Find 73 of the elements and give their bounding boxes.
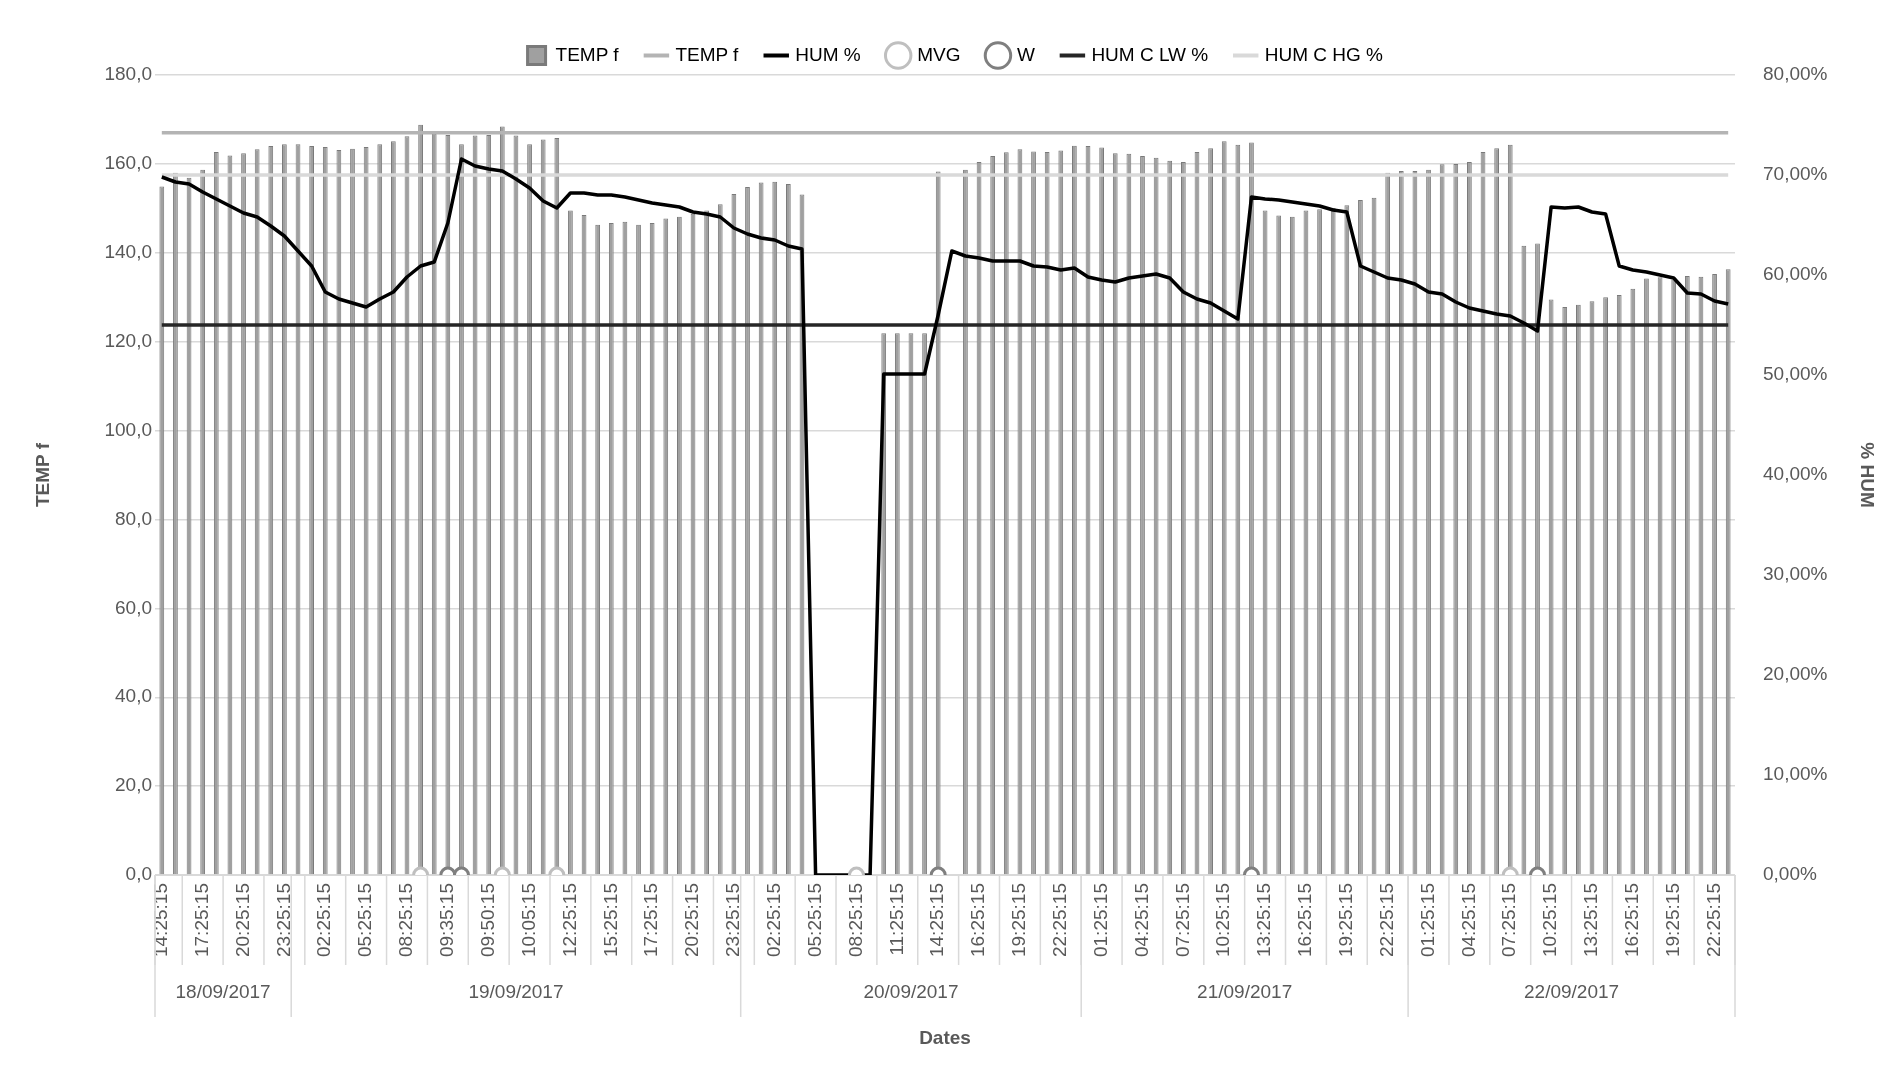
y2-tick-label: 20,00% (1763, 663, 1828, 685)
y2-tick-label: 80,00% (1763, 63, 1828, 85)
y-tick-label: 120,0 (104, 329, 152, 351)
x-tick-label: 11:25:15 (885, 883, 907, 956)
x-tick-label: 12:25:15 (558, 883, 580, 958)
x-tick-label: 07:25:15 (1498, 883, 1520, 958)
y2-tick-label: 60,00% (1763, 263, 1828, 285)
x-tick-label: 05:25:15 (803, 883, 825, 958)
legend-label: TEMP f (675, 43, 740, 65)
x-tick-label: 13:25:15 (1580, 883, 1602, 958)
x-tick-label: 16:25:15 (1294, 883, 1316, 958)
x-tick-label: 22:25:15 (1049, 883, 1071, 958)
x-tick-label: 22:25:15 (1375, 883, 1397, 958)
y-tick-label: 0,0 (125, 863, 152, 885)
x-tick-label: 09:50:15 (476, 883, 498, 958)
x-tick-label: 10:05:15 (517, 883, 539, 958)
x-tick-label: 04:25:15 (1457, 883, 1479, 958)
x-tick-label: 17:25:15 (190, 883, 212, 958)
x-tick-label: 20:25:15 (681, 883, 703, 958)
y2-tick-label: 40,00% (1763, 463, 1828, 485)
x-tick-label: 16:25:15 (967, 883, 989, 958)
x-tick-label: 20:25:15 (231, 883, 253, 958)
x-tick-label: 04:25:15 (1130, 883, 1152, 958)
x-tick-label: 13:25:15 (1253, 883, 1275, 958)
legend-label: W (1016, 43, 1035, 65)
legend-label: HUM % (795, 43, 861, 65)
text: 20/09/2017 (863, 981, 959, 1003)
y-tick-label: 180,0 (104, 63, 152, 85)
y2-tick-label: 10,00% (1763, 763, 1828, 785)
x-tick-label: 10:25:15 (1212, 883, 1234, 958)
legend-label: MVG (917, 43, 961, 65)
x-tick-label: 07:25:15 (1171, 883, 1193, 958)
x-tick-label: 19:25:15 (1008, 883, 1030, 958)
x-tick-label: 22:25:15 (1702, 883, 1724, 958)
x-tick-label: 15:25:15 (599, 883, 621, 958)
x-tick-label: 09:35:15 (436, 883, 458, 958)
legend-label: HUM C LW % (1091, 43, 1209, 65)
x-tick-label: 14:25:15 (926, 883, 948, 958)
y-tick-label: 60,0 (115, 596, 152, 618)
x-tick-label: 23:25:15 (722, 883, 744, 958)
y-tick-label: 20,0 (115, 774, 152, 796)
x-tick-label: 01:25:15 (1416, 883, 1438, 958)
y-tick-label: 160,0 (104, 152, 152, 174)
text: 21/09/2017 (1197, 981, 1293, 1003)
y2-tick-label: 0,00% (1763, 863, 1817, 885)
x-tick-label: 02:25:15 (762, 883, 784, 958)
text: 19/09/2017 (468, 981, 564, 1003)
legend-label: HUM C HG % (1264, 43, 1384, 65)
x-tick-label: 23:25:15 (272, 883, 294, 958)
x-tick-label: 16:25:15 (1621, 883, 1643, 958)
y-axis-title: TEMP f (31, 442, 53, 508)
y2-tick-label: 50,00% (1763, 363, 1828, 385)
y-tick-label: 100,0 (104, 418, 152, 440)
y-tick-label: 80,0 (115, 507, 152, 529)
x-axis-title: Dates (919, 1027, 971, 1049)
x-tick-label: 19:25:15 (1335, 883, 1357, 958)
text: 18/09/2017 (175, 981, 271, 1003)
x-tick-label: 05:25:15 (354, 883, 376, 958)
x-tick-label: 08:25:15 (395, 883, 417, 958)
text: 22/09/2017 (1524, 981, 1620, 1003)
x-tick-label: 02:25:15 (313, 883, 335, 958)
x-tick-label: 14:25:15 (150, 883, 172, 958)
legend-label: TEMP f (555, 43, 620, 65)
y-tick-label: 40,0 (115, 685, 152, 707)
x-tick-label: 01:25:15 (1089, 883, 1111, 958)
y2-axis-title: % HUM (1857, 442, 1879, 508)
y-tick-label: 140,0 (104, 241, 152, 263)
x-tick-label: 08:25:15 (844, 883, 866, 958)
x-tick-label: 17:25:15 (640, 883, 662, 958)
x-tick-label: 19:25:15 (1661, 883, 1683, 958)
x-tick-label: 10:25:15 (1539, 883, 1561, 958)
y2-tick-label: 30,00% (1763, 563, 1828, 585)
y2-tick-label: 70,00% (1763, 163, 1828, 185)
